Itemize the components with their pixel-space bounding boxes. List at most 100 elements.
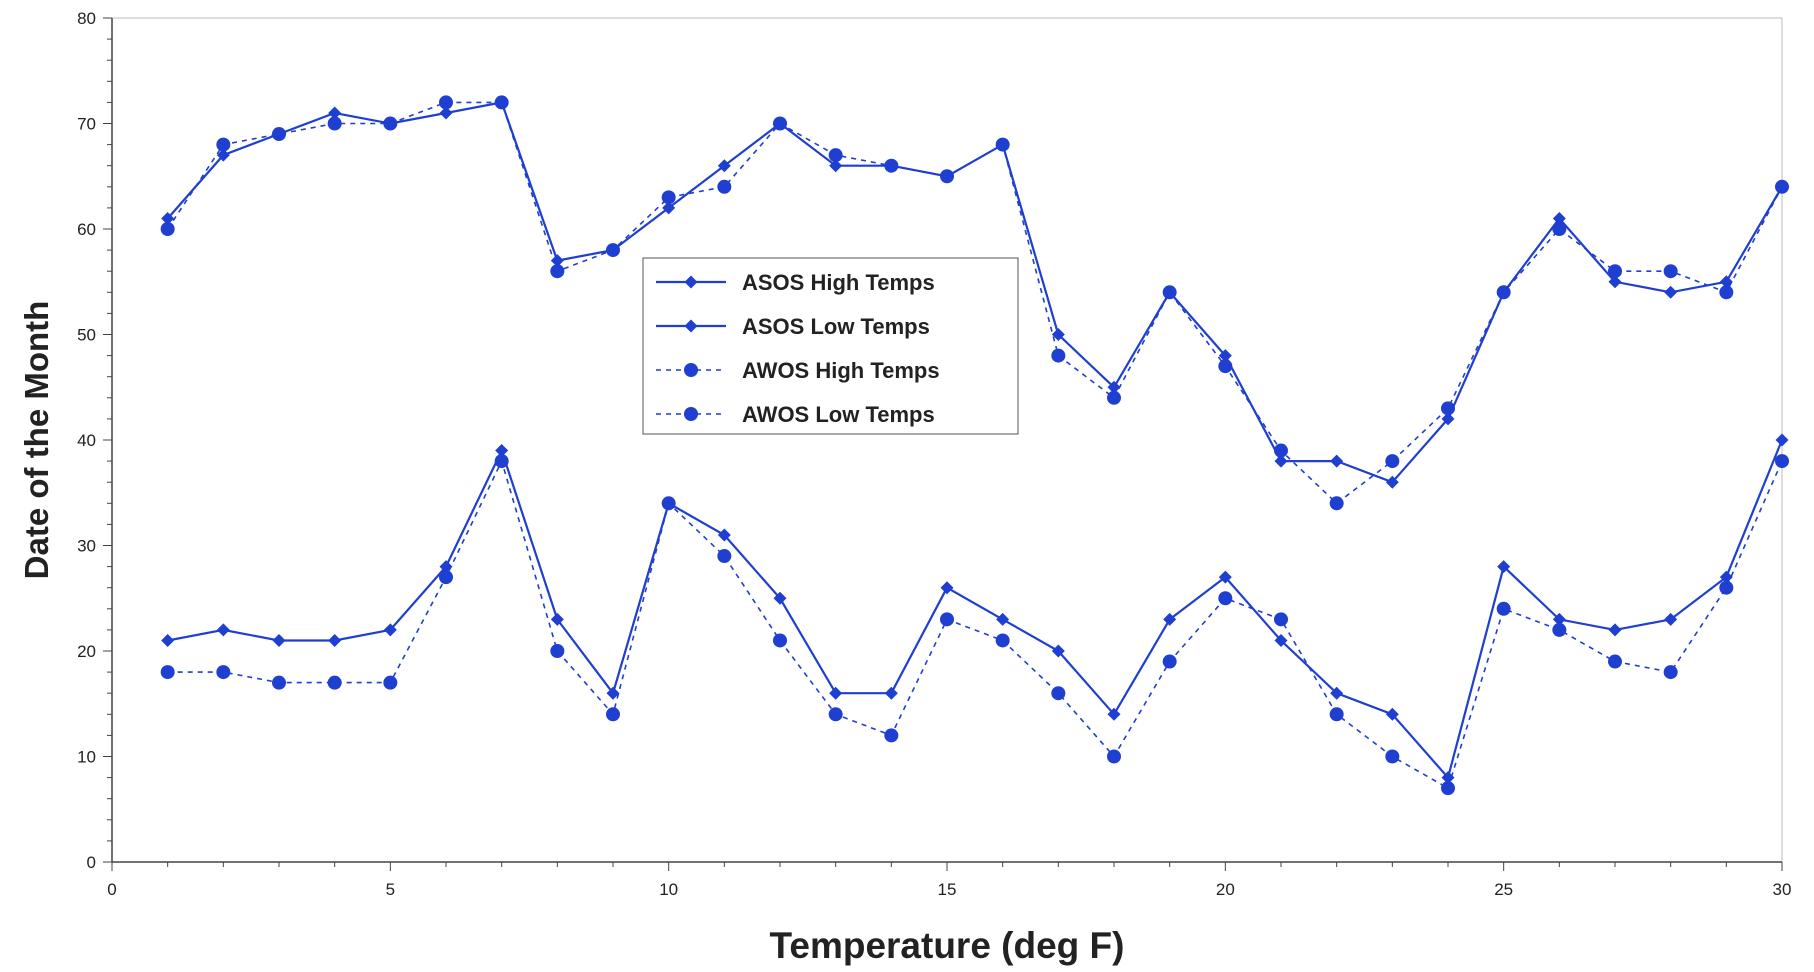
- data-point: [1441, 771, 1455, 785]
- data-point: [327, 675, 342, 690]
- data-point: [1608, 654, 1622, 669]
- legend-item: AWOS High Temps: [656, 358, 940, 383]
- legend-marker: [684, 363, 698, 377]
- x-axis-title: Temperature (deg F): [770, 925, 1125, 966]
- legend-item: AWOS Low Temps: [656, 402, 935, 427]
- x-tick-label: 25: [1494, 880, 1513, 899]
- series-layer: [160, 95, 1789, 796]
- y-tick-label: 0: [87, 853, 96, 872]
- data-point: [1497, 560, 1511, 574]
- data-point: [1330, 686, 1344, 700]
- x-tick-label: 20: [1216, 880, 1235, 899]
- data-point: [161, 211, 175, 225]
- data-point: [1162, 285, 1177, 300]
- y-tick-label: 20: [77, 642, 96, 661]
- x-tick-label: 0: [107, 880, 116, 899]
- data-point: [1051, 348, 1066, 363]
- data-point: [1330, 454, 1344, 468]
- data-point: [995, 137, 1010, 152]
- data-point: [1664, 285, 1678, 299]
- y-tick-label: 40: [77, 431, 96, 450]
- data-point: [216, 623, 230, 637]
- data-point: [1552, 211, 1566, 225]
- x-tick-label: 5: [386, 880, 395, 899]
- data-point: [1496, 285, 1511, 300]
- legend: ASOS High Temps ASOS Low Temps AWOS High T…: [642, 257, 1019, 435]
- data-point: [550, 644, 565, 658]
- data-point: [717, 179, 732, 194]
- data-point: [606, 243, 620, 258]
- legend-items: ASOS High Temps ASOS Low Temps AWOS High T…: [656, 270, 940, 427]
- y-axis-title: Date of the Month: [18, 301, 55, 580]
- data-point: [216, 137, 231, 152]
- data-point: [1274, 633, 1288, 647]
- series-2: [161, 433, 1789, 785]
- legend-box: [642, 257, 1019, 435]
- data-point: [940, 169, 954, 184]
- series-3: [160, 95, 1789, 511]
- data-point: [1274, 443, 1288, 458]
- data-point: [996, 612, 1010, 626]
- data-point: [1051, 328, 1065, 341]
- series-line: [166, 101, 1783, 484]
- data-point: [717, 159, 731, 173]
- data-point: [773, 633, 787, 648]
- data-point: [1552, 222, 1567, 236]
- data-point: [1107, 390, 1121, 405]
- data-point: [829, 686, 843, 700]
- data-point: [773, 591, 787, 605]
- legend-marker: [684, 319, 698, 333]
- data-point: [717, 549, 732, 564]
- data-point: [884, 728, 899, 743]
- data-point: [1385, 749, 1400, 764]
- data-point: [940, 581, 954, 595]
- data-point: [662, 201, 676, 215]
- legend-item: ASOS High Temps: [656, 270, 935, 295]
- data-point: [383, 675, 398, 690]
- x-tick-label: 10: [659, 880, 678, 899]
- data-point: [161, 633, 175, 647]
- data-point: [1608, 275, 1622, 289]
- data-point: [1218, 570, 1232, 584]
- data-point: [1274, 454, 1288, 468]
- data-point: [1441, 401, 1455, 416]
- data-point: [661, 496, 676, 511]
- data-point: [1329, 707, 1344, 722]
- data-point: [272, 633, 286, 647]
- data-point: [272, 675, 286, 690]
- y-tick-label: 70: [77, 115, 96, 134]
- data-point: [439, 95, 453, 110]
- data-point: [495, 444, 509, 458]
- data-point: [383, 116, 398, 131]
- data-point: [1719, 285, 1734, 300]
- data-point: [1719, 580, 1734, 595]
- data-point: [1051, 644, 1065, 658]
- data-point: [328, 633, 342, 647]
- data-point: [1385, 707, 1399, 721]
- series-4: [160, 454, 1789, 796]
- data-point: [1608, 264, 1622, 279]
- data-point: [1775, 433, 1789, 447]
- y-tick-label: 60: [77, 220, 96, 239]
- data-point: [884, 158, 899, 173]
- data-point: [773, 116, 787, 131]
- data-point: [1385, 454, 1400, 469]
- data-point: [1663, 665, 1678, 680]
- data-point: [1496, 601, 1511, 616]
- data-point: [1775, 454, 1789, 469]
- data-point: [550, 264, 565, 279]
- data-point: [829, 159, 843, 173]
- legend-label: AWOS Low Temps: [742, 402, 935, 427]
- series-line: [167, 458, 1783, 790]
- data-point: [1775, 179, 1789, 194]
- data-point: [550, 254, 564, 268]
- x-tick-label: 15: [938, 880, 957, 899]
- x-tick-label: 30: [1773, 880, 1792, 899]
- legend-marker: [684, 275, 698, 289]
- data-point: [160, 222, 175, 236]
- data-point: [1552, 622, 1567, 637]
- series-line: [167, 439, 1784, 780]
- y-tick-label: 80: [77, 9, 96, 28]
- data-point: [1218, 359, 1233, 374]
